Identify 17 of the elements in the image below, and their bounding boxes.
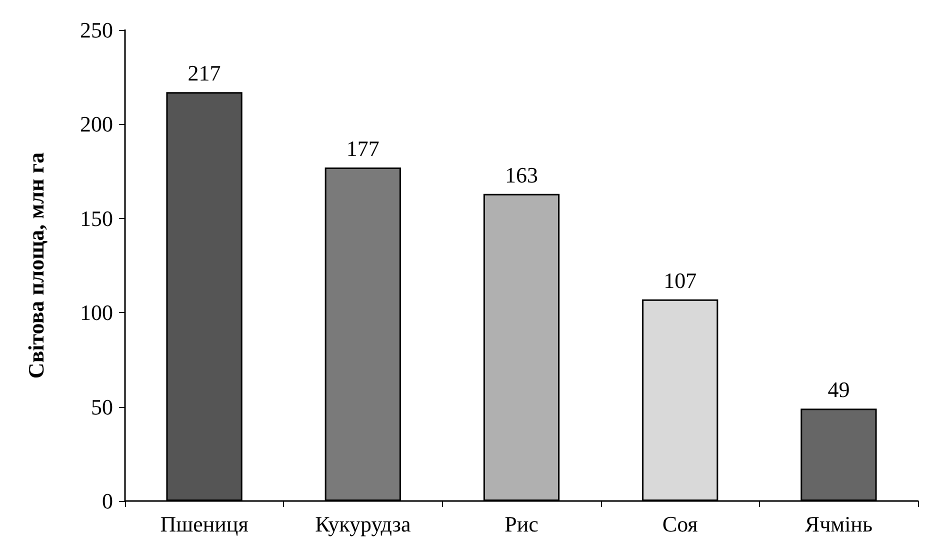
y-axis-title: Світова площа, млн га: [24, 152, 48, 379]
x-tick-label: Рис: [504, 512, 539, 536]
data-label: 163: [505, 162, 538, 188]
x-tick-label: Пшениця: [160, 512, 248, 536]
y-tick-label: 150: [80, 206, 113, 231]
y-tick-label: 200: [80, 112, 113, 137]
y-tick-label: 250: [80, 18, 113, 42]
y-tick-label: 100: [80, 300, 113, 326]
data-label: 107: [664, 268, 697, 293]
x-tick-label: Соя: [662, 512, 698, 536]
data-label: 49: [828, 377, 850, 402]
y-tick-label: 0: [102, 488, 113, 514]
data-label: 177: [346, 136, 380, 162]
x-tick-label: Ячмінь: [804, 512, 872, 536]
x-tick-label: Кукурудза: [315, 512, 411, 536]
data-label: 217: [188, 60, 221, 86]
y-tick-label: 50: [91, 394, 113, 420]
